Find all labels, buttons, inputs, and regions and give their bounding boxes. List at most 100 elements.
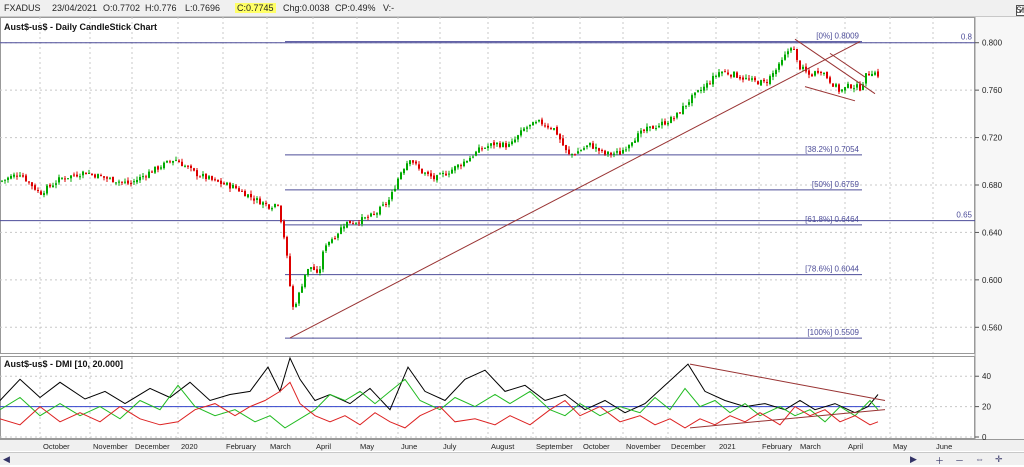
candle-body	[163, 162, 165, 169]
candle-body	[349, 220, 351, 224]
candle-body	[40, 191, 42, 195]
crosshair-icon[interactable]: ✛	[995, 454, 1003, 464]
candle-body	[835, 84, 837, 87]
candle-body	[67, 178, 69, 180]
candle-body	[811, 74, 813, 77]
candle-body	[766, 82, 768, 84]
candle-body	[481, 148, 483, 150]
y-tick-label: 0.800	[982, 39, 1003, 48]
candle-body	[427, 171, 429, 174]
candle-body	[556, 126, 558, 135]
candle-body	[580, 150, 582, 152]
trend-line-wedge-ray	[829, 52, 866, 78]
candle-body	[160, 167, 162, 169]
candle-body	[154, 166, 156, 173]
fib-level-label: [50%] 0.6759	[812, 180, 860, 189]
scroll-right-icon[interactable]: ▶	[910, 454, 917, 464]
x-tick-label: February	[762, 442, 792, 451]
scroll-left-icon[interactable]: ◀	[3, 454, 10, 464]
candle-body	[472, 156, 474, 158]
candle-body	[397, 178, 399, 190]
candle-body	[313, 266, 315, 271]
open-value: O:0.7702	[103, 3, 141, 13]
candle-body	[523, 128, 525, 131]
candle-body	[544, 125, 546, 127]
candle-body	[343, 226, 345, 229]
x-tick-label: November	[626, 442, 661, 451]
candle-body	[778, 63, 780, 70]
candle-body	[748, 78, 750, 80]
candle-body	[142, 176, 144, 178]
candle-body	[157, 166, 159, 170]
zoom-out-icon[interactable]: －	[955, 456, 965, 466]
candle-body	[856, 84, 858, 88]
candle-body	[322, 251, 324, 270]
candle-body	[49, 184, 51, 187]
candle-body	[742, 77, 744, 80]
candle-body	[379, 206, 381, 215]
candle-body	[13, 174, 15, 177]
candle-body	[223, 183, 225, 185]
candle-body	[487, 146, 489, 149]
candle-body	[739, 76, 741, 79]
candle-body	[877, 71, 879, 77]
candle-body	[460, 165, 462, 167]
candle-body	[442, 172, 444, 175]
candle-body	[412, 160, 414, 163]
candle-body	[271, 208, 273, 210]
candle-body	[403, 169, 405, 174]
candle-body	[124, 181, 126, 183]
candle-body	[259, 198, 261, 205]
candle-body	[763, 79, 765, 82]
zoom-in-icon[interactable]: ＋	[935, 456, 945, 466]
candle-body	[199, 176, 201, 178]
candle-body	[316, 269, 318, 273]
candle-body	[478, 147, 480, 153]
candle-body	[454, 166, 456, 171]
candle-body	[16, 175, 18, 177]
candle-body	[424, 172, 426, 174]
candle-body	[574, 154, 576, 156]
candle-body	[247, 194, 249, 198]
candle-body	[661, 121, 663, 126]
candle-body	[340, 227, 342, 234]
x-tick-label: March	[270, 442, 291, 451]
x-tick-label: April	[316, 442, 331, 451]
candle-body	[85, 172, 87, 175]
candle-body	[58, 177, 60, 183]
candle-body	[550, 128, 552, 130]
close-value: C:0.7745	[235, 3, 276, 13]
candle-body	[217, 179, 219, 182]
candle-body	[385, 203, 387, 205]
candle-body	[691, 95, 693, 104]
horizontal-level-label: 0.65	[956, 211, 972, 220]
candle-body	[655, 128, 657, 130]
candle-body	[706, 83, 708, 88]
candle-body	[283, 221, 285, 238]
fit-icon[interactable]: ⇔	[975, 454, 984, 464]
candle-body	[241, 190, 243, 192]
candle-body	[562, 138, 564, 146]
dmi-trend-adx-resistance	[689, 363, 886, 402]
candle-body	[268, 204, 270, 209]
candle-body	[535, 122, 537, 124]
chart-area[interactable]: [0%] 0.8009 [38.2%] 0.7054 [50%] 0.6759 [61…	[0, 17, 1024, 451]
candle-body	[22, 175, 24, 177]
candle-body	[736, 72, 738, 78]
candle-body	[325, 245, 327, 251]
candle-body	[817, 70, 819, 73]
checkbox-icon[interactable]: ✓	[1016, 5, 1024, 16]
candle-body	[769, 76, 771, 85]
candle-body	[463, 161, 465, 167]
candle-body	[211, 176, 213, 180]
candle-body	[619, 151, 621, 155]
candle-body	[490, 143, 492, 146]
candle-body	[586, 145, 588, 148]
navigation-bar: ◀ ▶ ＋ － ⇔ ✛	[0, 452, 1024, 466]
candle-body	[334, 238, 336, 240]
candle-body	[70, 175, 72, 179]
candle-body	[7, 177, 9, 180]
candle-body	[274, 203, 276, 208]
candle-body	[301, 286, 303, 293]
candle-body	[610, 152, 612, 155]
